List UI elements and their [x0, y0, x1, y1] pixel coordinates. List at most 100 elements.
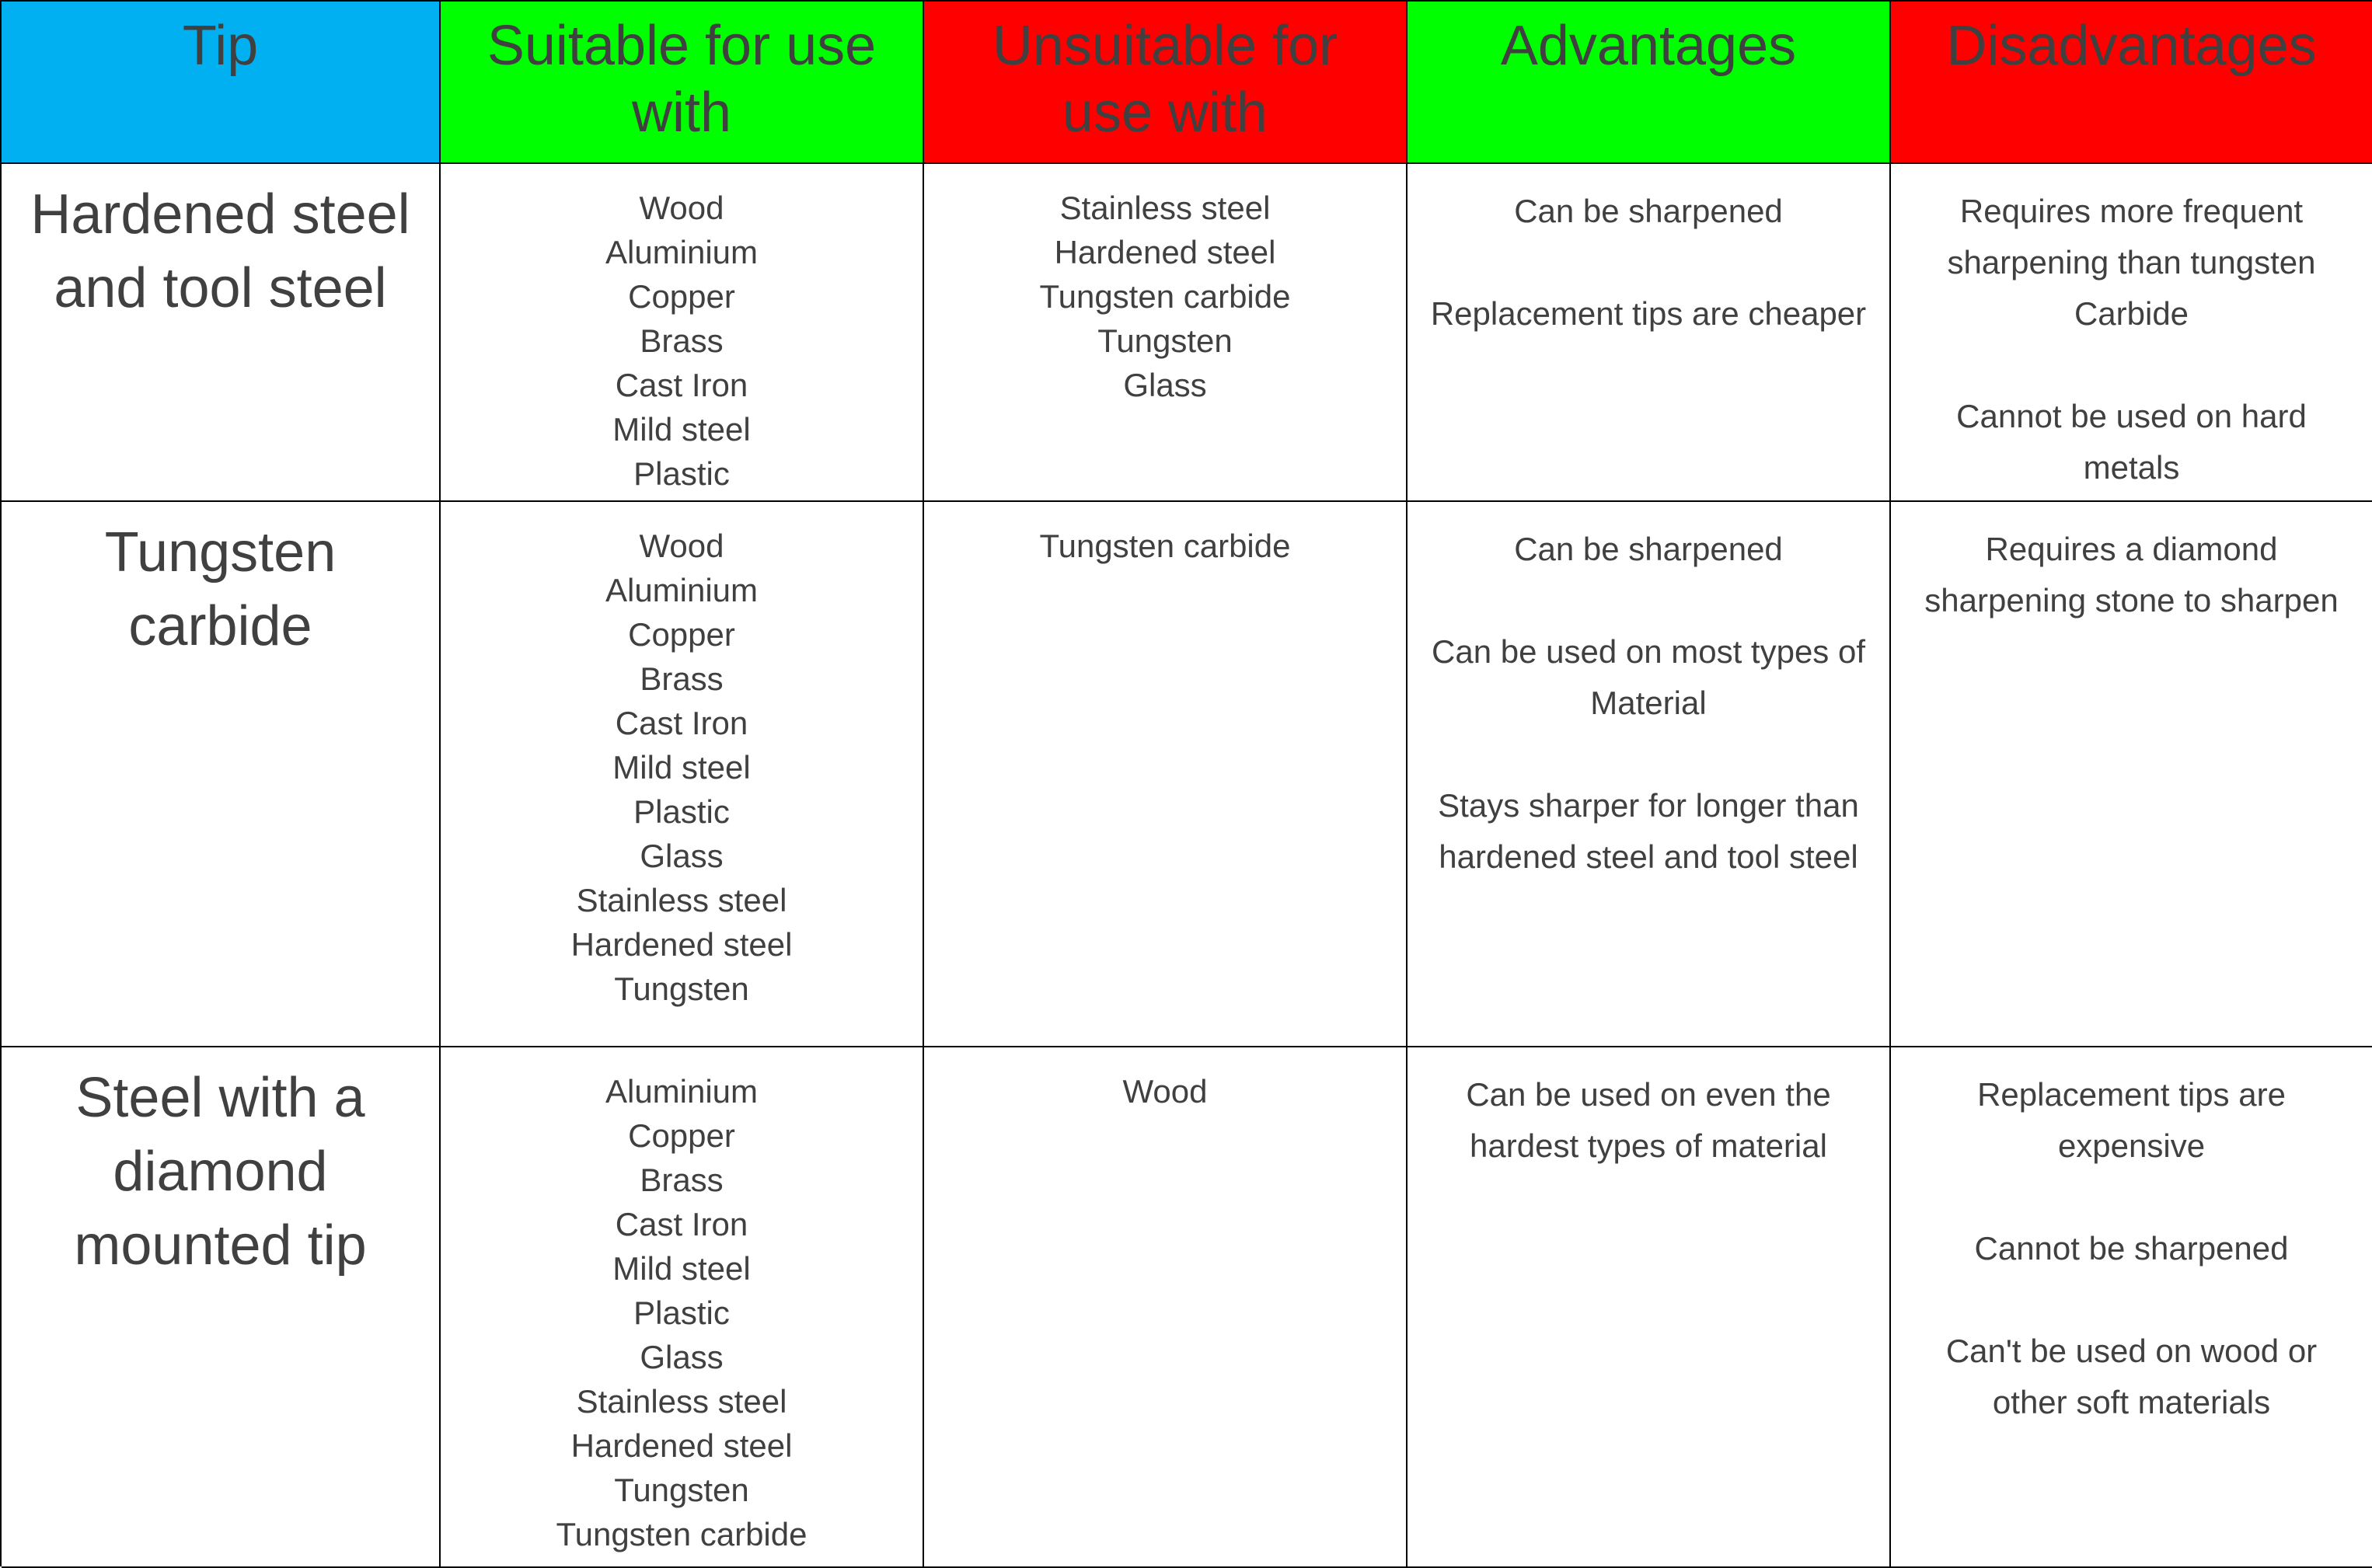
header-disadvantages-line: Disadvantages [1946, 15, 2317, 77]
material-item: Brass [640, 660, 724, 697]
tip-name-line: carbide [128, 595, 312, 657]
tip-name-line: diamond [113, 1141, 328, 1203]
advantage-line: hardest types of material [1470, 1127, 1827, 1164]
header-suitable-line: Suitable for use [487, 15, 877, 77]
advantage-point: Can be used on even the hardest types of… [1408, 1069, 1889, 1172]
disadvantage-line: Requires a diamond [1985, 531, 2278, 567]
row-3-unsuitable: Wood [924, 1047, 1408, 1568]
row-2-suitable: Wood Aluminium Copper Brass Cast Iron Mi… [441, 502, 924, 1047]
tip-name-line: and tool steel [54, 257, 387, 319]
material-item: Aluminium [605, 1073, 759, 1110]
disadvantage-point: Replacement tips are expensive [1891, 1069, 2372, 1172]
material-item: Aluminium [605, 234, 759, 270]
disadvantage-line: other soft materials [1992, 1384, 2271, 1420]
advantage-point: Can be used on most types of Material [1408, 626, 1889, 729]
disadvantage-point: Cannot be used on hard metals [1891, 391, 2372, 493]
material-item: Tungsten carbide [1039, 528, 1291, 564]
material-item: Plastic [633, 793, 730, 830]
disadvantage-line: sharpening than tungsten [1947, 244, 2316, 280]
advantage-line: Can be used on even the [1466, 1076, 1831, 1113]
row-2-disadvantages: Requires a diamond sharpening stone to s… [1891, 502, 2372, 1047]
header-suitable-line: with [631, 82, 732, 144]
material-item: Plastic [633, 1294, 730, 1331]
disadvantage-line: Carbide [2074, 295, 2189, 332]
material-item: Hardened steel [1054, 234, 1276, 270]
material-item: Cast Iron [615, 367, 748, 403]
material-item: Brass [640, 322, 724, 359]
material-item: Wood [639, 190, 724, 226]
header-tip: Tip [2, 2, 441, 164]
material-item: Aluminium [605, 572, 759, 608]
disadvantage-point: Requires more frequent sharpening than t… [1891, 186, 2372, 340]
advantage-line: Can be sharpened [1514, 193, 1783, 229]
header-suitable: Suitable for use with [441, 2, 924, 164]
row-1-unsuitable: Stainless steel Hardened steel Tungsten … [924, 164, 1408, 502]
header-tip-line: Tip [182, 15, 259, 77]
advantage-line: Replacement tips are cheaper [1430, 295, 1867, 332]
row-2-unsuitable: Tungsten carbide [924, 502, 1408, 1047]
material-item: Stainless steel [576, 1383, 787, 1420]
advantage-point: Replacement tips are cheaper [1408, 288, 1889, 340]
tip-name-line: Hardened steel [30, 183, 410, 246]
header-disadvantages: Disadvantages [1891, 2, 2372, 164]
material-item: Copper [628, 278, 735, 315]
row-2-advantages: Can be sharpened Can be used on most typ… [1408, 502, 1891, 1047]
row-3-advantages: Can be used on even the hardest types of… [1408, 1047, 1891, 1568]
row-3-disadvantages: Replacement tips are expensive Cannot be… [1891, 1047, 2372, 1568]
material-item: Cast Iron [615, 1206, 748, 1242]
row-1-tip: Hardened steel and tool steel [2, 164, 441, 502]
advantage-point: Stays sharper for longer than hardened s… [1408, 780, 1889, 883]
material-item: Stainless steel [1059, 190, 1271, 226]
disadvantage-point: Cannot be sharpened [1891, 1223, 2372, 1274]
material-item: Mild steel [612, 1250, 751, 1287]
material-item: Mild steel [612, 749, 751, 786]
row-1-advantages: Can be sharpened Replacement tips are ch… [1408, 164, 1891, 502]
header-advantages: Advantages [1408, 2, 1891, 164]
header-advantages-line: Advantages [1500, 15, 1797, 77]
material-item: Tungsten carbide [556, 1516, 808, 1552]
advantage-line: Stays sharper for longer than [1438, 787, 1859, 824]
disadvantage-line: sharpening stone to sharpen [1924, 582, 2339, 618]
disadvantage-line: metals [2083, 449, 2180, 486]
disadvantage-line: Can't be used on wood or [1945, 1333, 2318, 1369]
material-item: Stainless steel [576, 882, 787, 918]
material-item: Tungsten [1097, 322, 1233, 359]
advantage-line: hardened steel and tool steel [1439, 838, 1858, 875]
material-item: Hardened steel [570, 926, 793, 963]
header-unsuitable-line: use with [1062, 82, 1268, 144]
advantage-line: Can be sharpened [1514, 531, 1783, 567]
disadvantage-line: Cannot be sharpened [1974, 1230, 2289, 1267]
advantage-point: Can be sharpened [1408, 524, 1889, 575]
advantage-line: Can be used on most types of [1432, 633, 1865, 670]
header-unsuitable: Unsuitable for use with [924, 2, 1408, 164]
material-item: Plastic [633, 455, 730, 492]
row-3-tip: Steel with a diamond mounted tip [2, 1047, 441, 1568]
disadvantage-line: Requires more frequent [1959, 193, 2304, 229]
advantage-line: Material [1590, 685, 1707, 721]
material-item: Hardened steel [570, 1427, 793, 1464]
material-item: Brass [640, 1162, 724, 1198]
material-item: Tungsten [614, 1472, 749, 1508]
material-item: Tungsten [614, 970, 749, 1007]
disadvantage-point: Can't be used on wood or other soft mate… [1891, 1326, 2372, 1428]
header-unsuitable-line: Unsuitable for [992, 15, 1338, 77]
row-1-suitable: Wood Aluminium Copper Brass Cast Iron Mi… [441, 164, 924, 502]
advantage-point: Can be sharpened [1408, 186, 1889, 237]
disadvantage-line: Replacement tips are [1977, 1076, 2286, 1113]
material-item: Mild steel [612, 411, 751, 448]
disadvantage-point: Requires a diamond sharpening stone to s… [1891, 524, 2372, 626]
material-item: Glass [640, 1339, 724, 1375]
tip-name-line: Steel with a [75, 1067, 365, 1129]
disadvantage-line: expensive [2057, 1127, 2206, 1164]
disadvantage-line: Cannot be used on hard [1956, 398, 2307, 434]
material-item: Copper [628, 616, 735, 653]
material-item: Glass [640, 838, 724, 874]
row-1-disadvantages: Requires more frequent sharpening than t… [1891, 164, 2372, 502]
row-3-suitable: Aluminium Copper Brass Cast Iron Mild st… [441, 1047, 924, 1568]
material-item: Wood [639, 528, 724, 564]
row-2-tip: Tungsten carbide [2, 502, 441, 1047]
material-item: Wood [1122, 1073, 1208, 1110]
material-item: Glass [1123, 367, 1207, 403]
material-item: Tungsten carbide [1039, 278, 1291, 315]
